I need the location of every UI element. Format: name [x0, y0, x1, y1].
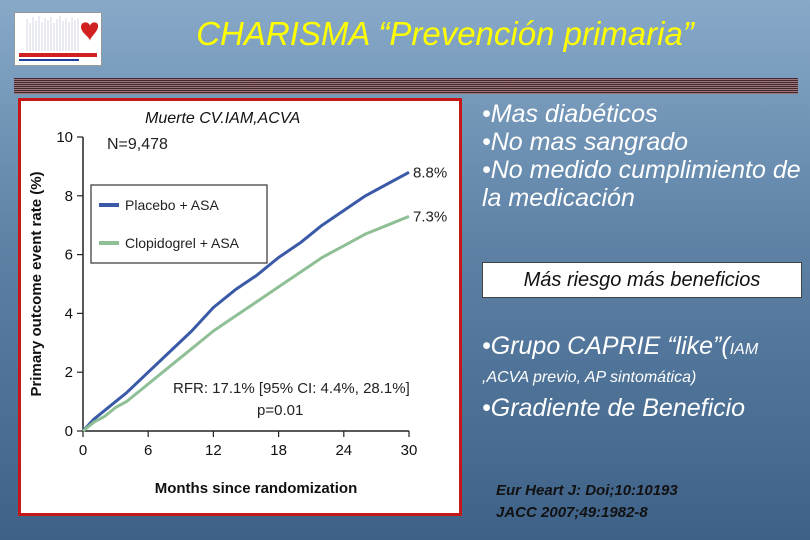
- charisma-logo: [14, 12, 102, 66]
- gradient-bullet: •Gradiente de Beneficio: [482, 394, 746, 422]
- callout-box: Más riesgo más beneficios: [482, 262, 802, 298]
- bullet-item: •Mas diabéticos: [482, 100, 658, 128]
- slide-title: CHARISMA “Prevención primaria”: [196, 15, 694, 52]
- logo-graphic: [19, 16, 99, 61]
- legend-box: [90, 184, 268, 264]
- bullet-list-bottom: •Grupo CAPRIE “like”(IAM ,ACVA previo, A…: [482, 332, 802, 422]
- x-tick-label: 18: [270, 442, 287, 459]
- chart-panel: 0 6 12 18 24 30 0 2 4 6 8 10 Months since randomizat…: [18, 98, 462, 516]
- end-value-label: 8.8%: [413, 164, 447, 181]
- x-tick-label: 0: [79, 442, 87, 459]
- y-tick-label: 2: [65, 364, 73, 381]
- legend-label: Clopidogrel + ASA: [125, 235, 240, 251]
- caprie-bullet: •Grupo CAPRIE “like”(IAM ,ACVA previo, A…: [482, 332, 802, 388]
- x-axis-label: Months since randomization: [155, 480, 358, 497]
- title-divider: [14, 78, 798, 94]
- y-tick-label: 10: [56, 129, 73, 146]
- x-tick-label: 6: [144, 442, 152, 459]
- bullet-item: •No medido cumplimiento de la medicación: [482, 156, 801, 212]
- series-line-placebo: [81, 170, 410, 433]
- panel-label: Muerte CV.IAM,ACVA: [145, 110, 300, 127]
- rfr-annotation: RFR: 17.1% [95% CI: 4.4%, 28.1%]: [173, 380, 410, 397]
- end-value-label: 7.3%: [413, 208, 447, 225]
- x-tick-label: 12: [205, 442, 222, 459]
- series-line-clopidogrel: [82, 215, 410, 433]
- caprie-main-text: •Grupo CAPRIE “like”(: [482, 332, 730, 360]
- y-tick-label: 6: [65, 247, 73, 264]
- caprie-small-text: IAM ,ACVA previo, AP sintomática): [482, 341, 759, 386]
- p-value-annotation: p=0.01: [257, 402, 303, 419]
- y-tick-label: 8: [65, 188, 73, 205]
- y-tick-label: 0: [65, 423, 73, 440]
- reference-line: Eur Heart J: Doi;10:10193: [496, 482, 678, 499]
- y-axis-label: Primary outcome event rate (%): [28, 171, 45, 396]
- legend-label: Placebo + ASA: [125, 197, 219, 213]
- bullet-list-top: •Mas diabéticos •No mas sangrado •No med…: [482, 100, 802, 212]
- x-tick-label: 24: [335, 442, 352, 459]
- x-tick-label: 30: [401, 442, 418, 459]
- bullet-item: •No mas sangrado: [482, 128, 689, 156]
- n-label: N=9,478: [107, 136, 168, 153]
- reference-line: JACC 2007;49:1982-8: [496, 504, 648, 521]
- y-tick-label: 4: [65, 305, 73, 322]
- references: Eur Heart J: Doi;10:10193 JACC 2007;49:1…: [496, 480, 796, 524]
